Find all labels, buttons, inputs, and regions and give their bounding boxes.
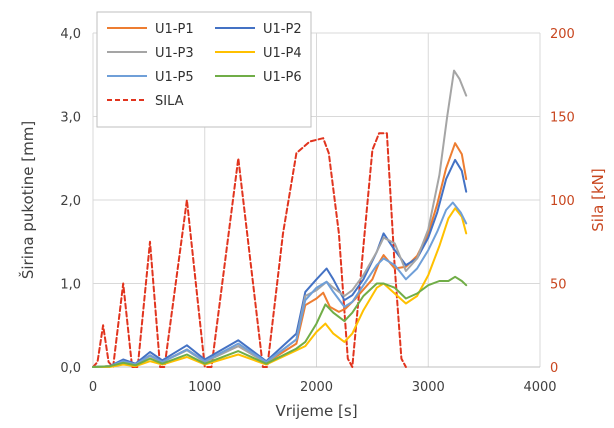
y-tick-label: 0,0	[60, 361, 81, 376]
legend-label-u1-p3: U1-P3	[155, 46, 194, 61]
x-tick-label: 4000	[523, 380, 556, 395]
x-tick-label: 1000	[188, 380, 221, 395]
series-line-sila	[92, 132, 407, 368]
series-lines	[92, 69, 468, 368]
legend-label-u1-p2: U1-P2	[263, 22, 302, 37]
legend-label-u1-p6: U1-P6	[263, 70, 302, 85]
y2-tick-label: 50	[550, 278, 567, 293]
x-tick-label: 0	[89, 380, 97, 395]
y2-axis-title: Sila [kN]	[589, 168, 607, 231]
legend-label-u1-p1: U1-P1	[155, 22, 194, 37]
y2-tick-label: 150	[550, 111, 575, 126]
legend-label-u1-p4: U1-P4	[263, 46, 302, 61]
legend: U1-P1 U1-P2 U1-P3 U1-P4 U1-P5 U1-P6 SILA	[96, 11, 312, 128]
x-axis-title: Vrijeme [s]	[275, 402, 357, 420]
y-tick-label: 2,0	[60, 194, 81, 209]
legend-label-sila: SILA	[155, 94, 184, 109]
series-line-u1-p4	[92, 207, 468, 368]
y-tick-label: 3,0	[60, 111, 81, 126]
y2-tick-label: 100	[550, 194, 575, 209]
y2-tick-label: 200	[550, 27, 575, 42]
x-tick-label: 2000	[300, 380, 333, 395]
y-tick-label: 4,0	[60, 27, 81, 42]
y-axis-title: Širina pukotine [mm]	[18, 121, 37, 279]
series-line-u1-p2	[92, 158, 468, 368]
legend-label-u1-p5: U1-P5	[155, 70, 194, 85]
y-tick-label: 1,0	[60, 278, 81, 293]
series-line-u1-p6	[92, 275, 468, 368]
x-tick-label: 3000	[412, 380, 445, 395]
legend-box	[96, 11, 312, 128]
y2-tick-label: 0	[550, 361, 558, 376]
series-line-u1-p5	[92, 201, 468, 368]
